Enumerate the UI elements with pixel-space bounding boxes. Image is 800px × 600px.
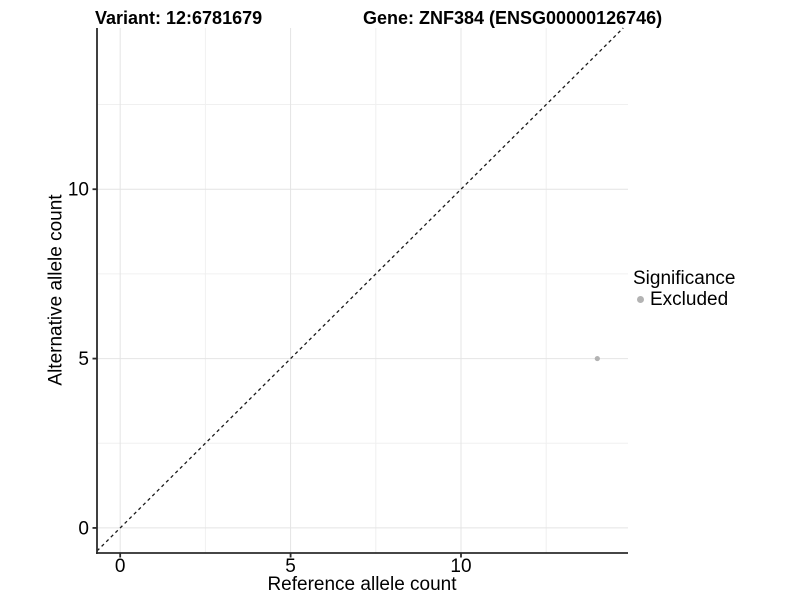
plot-title-gene: Gene: ZNF384 (ENSG00000126746) <box>363 8 663 28</box>
x-tick-label: 10 <box>450 556 471 577</box>
excluded-marker-icon <box>637 296 644 303</box>
legend-item-label: Excluded <box>650 289 729 310</box>
identity-line <box>96 27 624 552</box>
data-point <box>594 355 600 362</box>
legend-item-excluded: Excluded <box>633 289 735 310</box>
x-tick-label: 0 <box>115 556 126 577</box>
y-tick-label: 0 <box>78 518 89 539</box>
y-tick-label: 10 <box>68 180 89 201</box>
x-axis-title: Reference allele count <box>267 574 457 595</box>
y-tick-label: 5 <box>78 349 89 370</box>
y-axis-title: Alternative allele count <box>45 194 67 386</box>
legend: Significance Excluded <box>633 268 735 310</box>
plot-title-variant: Variant: 12:6781679 <box>95 8 263 28</box>
x-tick-label: 5 <box>285 556 296 577</box>
legend-title: Significance <box>633 268 736 289</box>
